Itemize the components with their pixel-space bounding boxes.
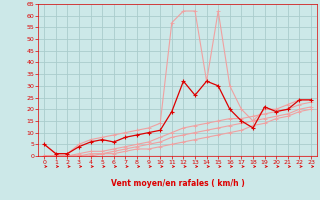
- X-axis label: Vent moyen/en rafales ( km/h ): Vent moyen/en rafales ( km/h ): [111, 179, 244, 188]
